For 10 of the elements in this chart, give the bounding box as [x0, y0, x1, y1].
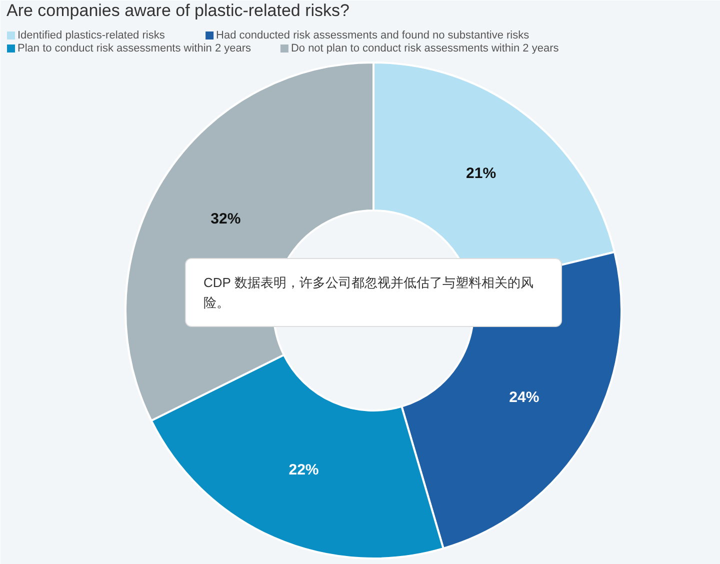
data-label: 24% [509, 389, 540, 406]
data-label: 32% [210, 210, 241, 228]
legend-label: Do not plan to conduct risk assessments within 2 years [290, 42, 560, 54]
data-label: 21% [466, 165, 496, 182]
legend-label: Had conducted risk assessments and found no substantive risks [216, 30, 530, 42]
text: CDP 数据表明，许多公司都忽视并低估了与塑料相关的风险。 [204, 275, 534, 310]
legend-label: Identified plastics-related risks [18, 30, 166, 42]
chart-title: Are companies aware of plastic-related risks? [6, 1, 350, 20]
data-label: 22% [288, 461, 319, 478]
legend-label: Plan to conduct risk assessments within 2 years [18, 42, 252, 54]
